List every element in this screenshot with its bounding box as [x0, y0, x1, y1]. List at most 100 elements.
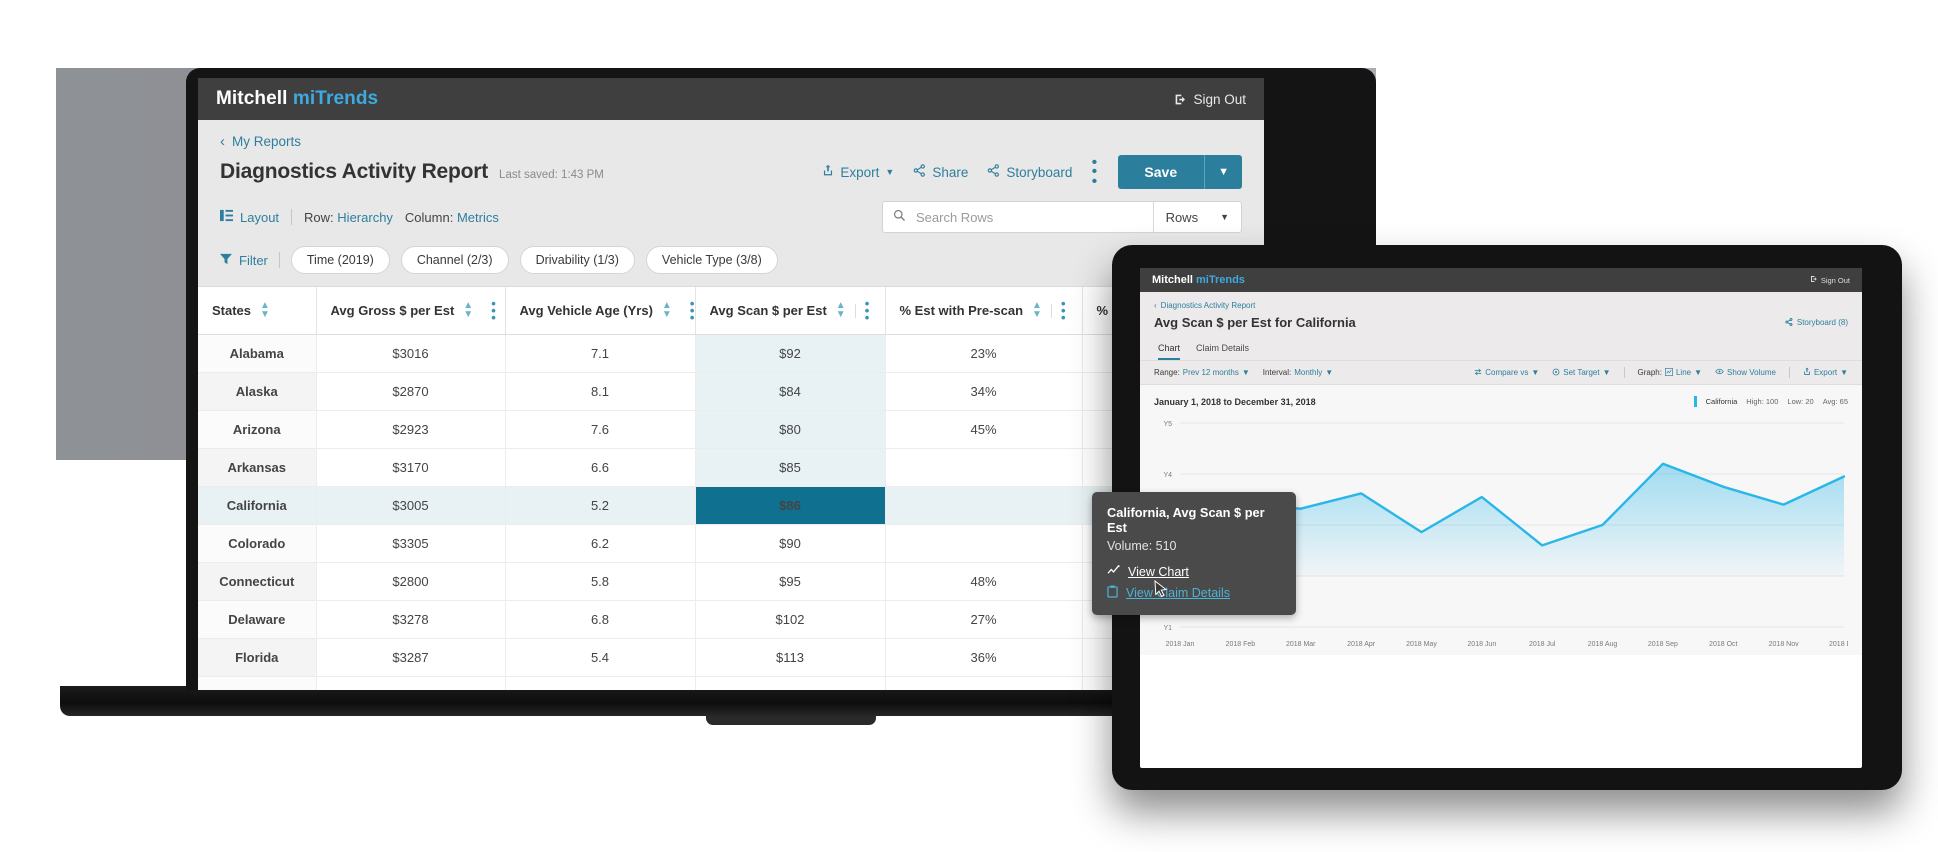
cell-prescan[interactable] [885, 524, 1083, 564]
table-row[interactable]: Florida $3287 5.4 $113 36% [198, 638, 1264, 678]
cell-age[interactable]: 8.1 [505, 372, 696, 412]
filter-pill-channel[interactable]: Channel (2/3) [400, 246, 509, 274]
cell-scan[interactable]: $99 [695, 676, 886, 690]
column-menu-icon[interactable]: • • • [491, 296, 496, 326]
cell-prescan[interactable] [885, 448, 1083, 488]
breadcrumb[interactable]: ‹ My Reports [198, 120, 1264, 151]
popup-view-chart-label[interactable]: View Chart [1128, 565, 1189, 579]
share-button[interactable]: Share [913, 164, 968, 180]
cell-gross[interactable]: $3287 [316, 638, 506, 678]
more-options-icon[interactable]: • • • [1091, 153, 1098, 190]
sort-icon[interactable]: ▲ ▼ [260, 300, 270, 320]
range-dropdown[interactable]: Range: Prev 12 months ▼ [1154, 368, 1250, 377]
search-box[interactable] [883, 208, 1153, 226]
cell-scan[interactable]: $95 [695, 562, 886, 602]
cell-prescan[interactable]: 36% [885, 638, 1083, 678]
cell-state[interactable]: Alaska [198, 372, 317, 412]
cell-state[interactable]: Arizona [198, 410, 317, 450]
cell-age[interactable]: 5.4 [505, 638, 696, 678]
sort-icon[interactable]: ▲ ▼ [463, 300, 474, 320]
cell-scan[interactable]: $92 [695, 334, 886, 374]
layout-button[interactable]: Layout [220, 209, 279, 225]
search-scope-dropdown[interactable]: Rows ▼ [1152, 202, 1241, 232]
cell-age[interactable]: 5.2 [505, 486, 696, 526]
cell-prescan[interactable]: 23% [885, 334, 1083, 374]
popup-view-claim-details-label[interactable]: View Claim Details [1126, 586, 1230, 600]
cell-scan[interactable]: $85 [695, 448, 886, 488]
column-header-states[interactable]: States ▲ ▼ [198, 287, 317, 336]
cell-prescan[interactable]: 48% [885, 562, 1083, 602]
cell-gross[interactable]: $3305 [316, 524, 506, 564]
cell-prescan[interactable]: 27% [885, 600, 1083, 640]
save-button[interactable]: Save [1118, 155, 1205, 189]
tablet-sign-out-button[interactable]: Sign Out [1810, 275, 1850, 285]
cell-prescan[interactable]: 45% [885, 410, 1083, 450]
cell-age[interactable]: 6.1 [505, 676, 696, 690]
interval-dropdown[interactable]: Interval: Monthly ▼ [1263, 368, 1333, 377]
column-header-avg-scan[interactable]: Avg Scan $ per Est ▲ ▼ • • • [695, 287, 886, 336]
column-header-pct-prescan[interactable]: % Est with Pre-scan ▲ ▼ • • • [885, 287, 1083, 336]
cell-scan-selected[interactable]: $86 [695, 486, 886, 526]
cell-scan[interactable]: $90 [695, 524, 886, 564]
cell-prescan[interactable]: 26% [885, 676, 1083, 690]
sort-icon[interactable]: ▲ ▼ [1032, 300, 1042, 320]
column-menu-icon[interactable]: • • • [864, 296, 870, 326]
tab-chart[interactable]: Chart [1158, 343, 1181, 360]
cell-gross[interactable]: $3005 [316, 486, 506, 526]
cell-gross[interactable]: $3170 [316, 448, 506, 488]
column-setting[interactable]: Column: Metrics [405, 210, 499, 225]
cell-state[interactable]: Colorado [198, 524, 317, 564]
table-row[interactable]: Arizona $2923 7.6 $80 45% [198, 410, 1264, 450]
cell-state[interactable]: Alabama [198, 334, 317, 374]
export-button[interactable]: Export ▼ [822, 164, 894, 180]
cell-state[interactable]: Arkansas [198, 448, 317, 488]
tablet-breadcrumb[interactable]: ‹ Diagnostics Activity Report [1140, 292, 1862, 310]
cell-state[interactable]: Georgia [198, 676, 317, 690]
column-menu-icon[interactable]: • • • [689, 296, 695, 326]
cell-age[interactable]: 5.8 [505, 562, 696, 602]
cell-scan[interactable]: $84 [695, 372, 886, 412]
cell-age[interactable]: 7.6 [505, 410, 696, 450]
popup-view-claim-details[interactable]: View Claim Details [1107, 585, 1281, 601]
search-input[interactable] [914, 208, 1143, 226]
filter-pill-vehicle-type[interactable]: Vehicle Type (3/8) [645, 246, 778, 274]
save-dropdown-button[interactable]: ▼ [1204, 155, 1242, 189]
graph-type-dropdown[interactable]: Graph: Line ▼ [1638, 367, 1702, 378]
sort-icon[interactable]: ▲ ▼ [661, 300, 672, 320]
tablet-storyboard-button[interactable]: Storyboard (8) [1785, 317, 1848, 328]
table-row[interactable]: Alaska $2870 8.1 $84 34% [198, 372, 1264, 412]
show-volume-toggle[interactable]: Show Volume [1715, 368, 1776, 377]
cell-age[interactable]: 7.1 [505, 334, 696, 374]
cell-gross[interactable]: $2870 [316, 372, 506, 412]
cell-gross[interactable]: $3278 [316, 600, 506, 640]
row-setting[interactable]: Row: Hierarchy [304, 210, 393, 225]
table-row[interactable]: Arkansas $3170 6.6 $85 [198, 448, 1264, 488]
cell-prescan[interactable] [885, 486, 1083, 526]
table-row[interactable]: Alabama $3016 7.1 $92 23% [198, 334, 1264, 374]
column-menu-icon[interactable]: • • • [1060, 296, 1066, 326]
cell-scan[interactable]: $113 [695, 638, 886, 678]
storyboard-button[interactable]: Storyboard [987, 164, 1072, 180]
cell-state[interactable]: Connecticut [198, 562, 317, 602]
cell-gross[interactable]: $3016 [316, 334, 506, 374]
compare-vs-dropdown[interactable]: Compare vs ▼ [1474, 368, 1539, 378]
cell-age[interactable]: 6.6 [505, 448, 696, 488]
cell-gross[interactable]: $2800 [316, 562, 506, 602]
filter-pill-time[interactable]: Time (2019) [290, 246, 390, 274]
cell-scan[interactable]: $102 [695, 600, 886, 640]
tablet-export-dropdown[interactable]: Export ▼ [1803, 367, 1848, 378]
sign-out-button[interactable]: Sign Out [1174, 92, 1246, 107]
column-header-avg-gross[interactable]: Avg Gross $ per Est ▲ ▼ • • • [316, 287, 506, 336]
tab-claim-details[interactable]: Claim Details [1196, 343, 1250, 353]
cell-gross[interactable]: $2923 [316, 410, 506, 450]
popup-view-chart[interactable]: View Chart [1107, 565, 1281, 579]
cell-state[interactable]: Delaware [198, 600, 317, 640]
cell-prescan[interactable]: 34% [885, 372, 1083, 412]
sort-icon[interactable]: ▲ ▼ [835, 300, 846, 320]
filter-pill-drivability[interactable]: Drivability (1/3) [519, 246, 635, 274]
cell-scan[interactable]: $80 [695, 410, 886, 450]
table-row[interactable]: Georgia $2960 6.1 $99 26% [198, 676, 1264, 690]
cell-age[interactable]: 6.2 [505, 524, 696, 564]
cell-gross[interactable]: $2960 [316, 676, 506, 690]
